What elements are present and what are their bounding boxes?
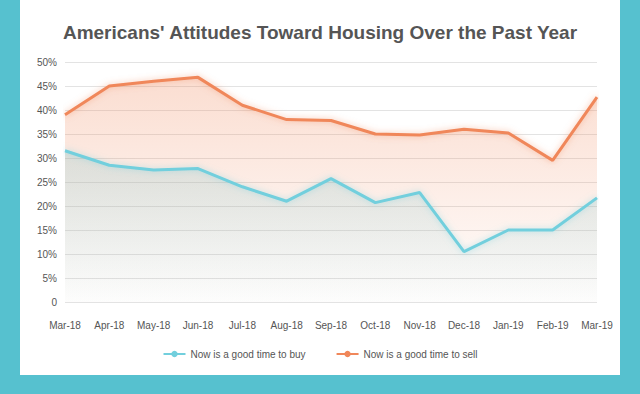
svg-text:15%: 15% (37, 225, 57, 236)
svg-text:5%: 5% (43, 273, 58, 284)
svg-text:Jan-19: Jan-19 (493, 320, 524, 331)
svg-text:Americans' Attitudes Toward Ho: Americans' Attitudes Toward Housing Over… (63, 22, 578, 43)
svg-text:35%: 35% (37, 129, 57, 140)
svg-text:50%: 50% (37, 57, 57, 68)
svg-text:30%: 30% (37, 153, 57, 164)
svg-text:Apr-18: Apr-18 (94, 320, 124, 331)
svg-text:Nov-18: Nov-18 (404, 320, 437, 331)
svg-text:Jul-18: Jul-18 (229, 320, 257, 331)
svg-text:Oct-18: Oct-18 (360, 320, 390, 331)
svg-text:Dec-18: Dec-18 (448, 320, 481, 331)
svg-text:Mar-18: Mar-18 (49, 320, 81, 331)
svg-text:25%: 25% (37, 177, 57, 188)
svg-text:Feb-19: Feb-19 (537, 320, 569, 331)
svg-text:0: 0 (51, 297, 57, 308)
svg-text:45%: 45% (37, 81, 57, 92)
svg-text:40%: 40% (37, 105, 57, 116)
svg-text:20%: 20% (37, 201, 57, 212)
svg-text:Now is a good time to sell: Now is a good time to sell (364, 349, 478, 360)
svg-text:Now is a good time to buy: Now is a good time to buy (191, 349, 306, 360)
svg-text:Sep-18: Sep-18 (315, 320, 348, 331)
svg-text:Aug-18: Aug-18 (271, 320, 304, 331)
svg-text:May-18: May-18 (137, 320, 171, 331)
svg-text:Jun-18: Jun-18 (183, 320, 214, 331)
svg-text:Mar-19: Mar-19 (581, 320, 613, 331)
svg-text:10%: 10% (37, 249, 57, 260)
